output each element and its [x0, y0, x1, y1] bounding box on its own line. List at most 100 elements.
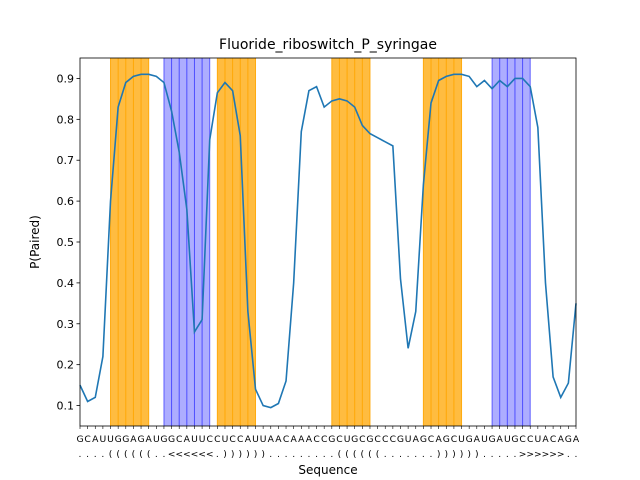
- sequence-letter: U: [260, 434, 267, 445]
- sequence-letter: A: [413, 434, 420, 445]
- sequence-letter: C: [451, 434, 457, 445]
- structure-char: ): [223, 449, 227, 460]
- sequence-letter: A: [306, 434, 313, 445]
- sequence-letter: U: [405, 434, 412, 445]
- sequence-letter: A: [474, 434, 481, 445]
- structure-char: .: [483, 449, 486, 460]
- sequence-letter: G: [168, 434, 175, 445]
- structure-char: <: [168, 449, 176, 460]
- y-tick-label: 0.6: [57, 195, 75, 208]
- sequence-letter: A: [275, 434, 282, 445]
- structure-char: (: [376, 449, 380, 460]
- sequence-letter: G: [122, 434, 129, 445]
- y-tick-label: 0.2: [57, 359, 75, 372]
- sequence-letter: C: [321, 434, 327, 445]
- sequence-letter: A: [435, 434, 442, 445]
- structure-char: .: [162, 449, 165, 460]
- structure-char: <: [198, 449, 206, 460]
- sequence-letter: U: [504, 434, 511, 445]
- sequence-letter: C: [214, 434, 220, 445]
- sequence-letter: C: [390, 434, 396, 445]
- sequence-letter: G: [328, 434, 335, 445]
- sequence-letter: A: [245, 434, 252, 445]
- structure-char: .: [155, 449, 158, 460]
- structure-char: .: [414, 449, 417, 460]
- sequence-letter: C: [336, 434, 342, 445]
- structure-char: .: [86, 449, 89, 460]
- structure-char: <: [183, 449, 191, 460]
- sequence-letter: G: [115, 434, 122, 445]
- structure-char: .: [323, 449, 326, 460]
- structure-char: ): [444, 449, 448, 460]
- highlight-band: [423, 58, 462, 426]
- y-tick-label: 0.3: [57, 318, 75, 331]
- y-axis: 0.1 0.2 0.3 0.4 0.5 0.6 0.7 0.8 0.9: [57, 72, 80, 413]
- sequence-letter: C: [207, 434, 213, 445]
- structure-char: ): [254, 449, 258, 460]
- structure-char: .: [216, 449, 219, 460]
- structure-char: (: [338, 449, 342, 460]
- structure-char: .: [300, 449, 303, 460]
- structure-char: (: [132, 449, 136, 460]
- x-axis-label: Sequence: [298, 463, 357, 477]
- sequence-letter: G: [397, 434, 404, 445]
- structure-char: .: [491, 449, 494, 460]
- structure-char: .: [94, 449, 97, 460]
- sequence-letter: C: [382, 434, 388, 445]
- plot-frame: [79, 57, 577, 427]
- sequence-letter: U: [222, 434, 229, 445]
- structure-char: .: [384, 449, 387, 460]
- structure-char: ): [467, 449, 471, 460]
- sequence-letter: U: [252, 434, 259, 445]
- sequence-letter: U: [100, 434, 107, 445]
- sequence-letter: G: [137, 434, 144, 445]
- sequence-letter: A: [184, 434, 191, 445]
- sequence-letter: A: [298, 434, 305, 445]
- structure-char: (: [116, 449, 120, 460]
- sequence-letter: A: [268, 434, 275, 445]
- sequence-letter: C: [237, 434, 243, 445]
- structure-char: <: [175, 449, 183, 460]
- structure-char: ): [437, 449, 441, 460]
- structure-char: <: [191, 449, 199, 460]
- structure-char: >: [557, 449, 565, 460]
- sequence-letter: G: [160, 434, 167, 445]
- structure-char: ): [460, 449, 464, 460]
- sequence-letter: C: [374, 434, 380, 445]
- sequence-letter: C: [550, 434, 556, 445]
- structure-char: >: [519, 449, 527, 460]
- sequence-letter: C: [359, 434, 365, 445]
- sequence-letter: A: [146, 434, 153, 445]
- sequence-letter: G: [420, 434, 427, 445]
- sequence-letter: G: [76, 434, 83, 445]
- structure-char: .: [422, 449, 425, 460]
- structure-char: .: [315, 449, 318, 460]
- structure-char: (: [368, 449, 372, 460]
- sequence-letter: A: [542, 434, 549, 445]
- structure-char: >: [534, 449, 542, 460]
- sequence-letter: G: [351, 434, 358, 445]
- sequence-letter: A: [558, 434, 565, 445]
- sequence-letter: G: [466, 434, 473, 445]
- structure-char: .: [513, 449, 516, 460]
- structure-char: (: [361, 449, 365, 460]
- structure-char: .: [79, 449, 82, 460]
- structure-char: ): [452, 449, 456, 460]
- highlight-band: [217, 58, 256, 426]
- sequence-letter: C: [283, 434, 289, 445]
- y-tick-label: 0.5: [57, 236, 75, 249]
- sequence-letter: A: [497, 434, 504, 445]
- sequence-letter: G: [565, 434, 572, 445]
- structure-char: (: [147, 449, 151, 460]
- sequence-letter: G: [443, 434, 450, 445]
- structure-char: .: [269, 449, 272, 460]
- sequence-letter: G: [366, 434, 373, 445]
- sequence-letter: A: [573, 434, 580, 445]
- structure-char: .: [506, 449, 509, 460]
- chart-title: Fluoride_riboswitch_P_syringae: [219, 37, 437, 53]
- structure-char: .: [101, 449, 104, 460]
- sequence-letter: G: [511, 434, 518, 445]
- sequence-letter: U: [191, 434, 198, 445]
- structure-char: >: [526, 449, 534, 460]
